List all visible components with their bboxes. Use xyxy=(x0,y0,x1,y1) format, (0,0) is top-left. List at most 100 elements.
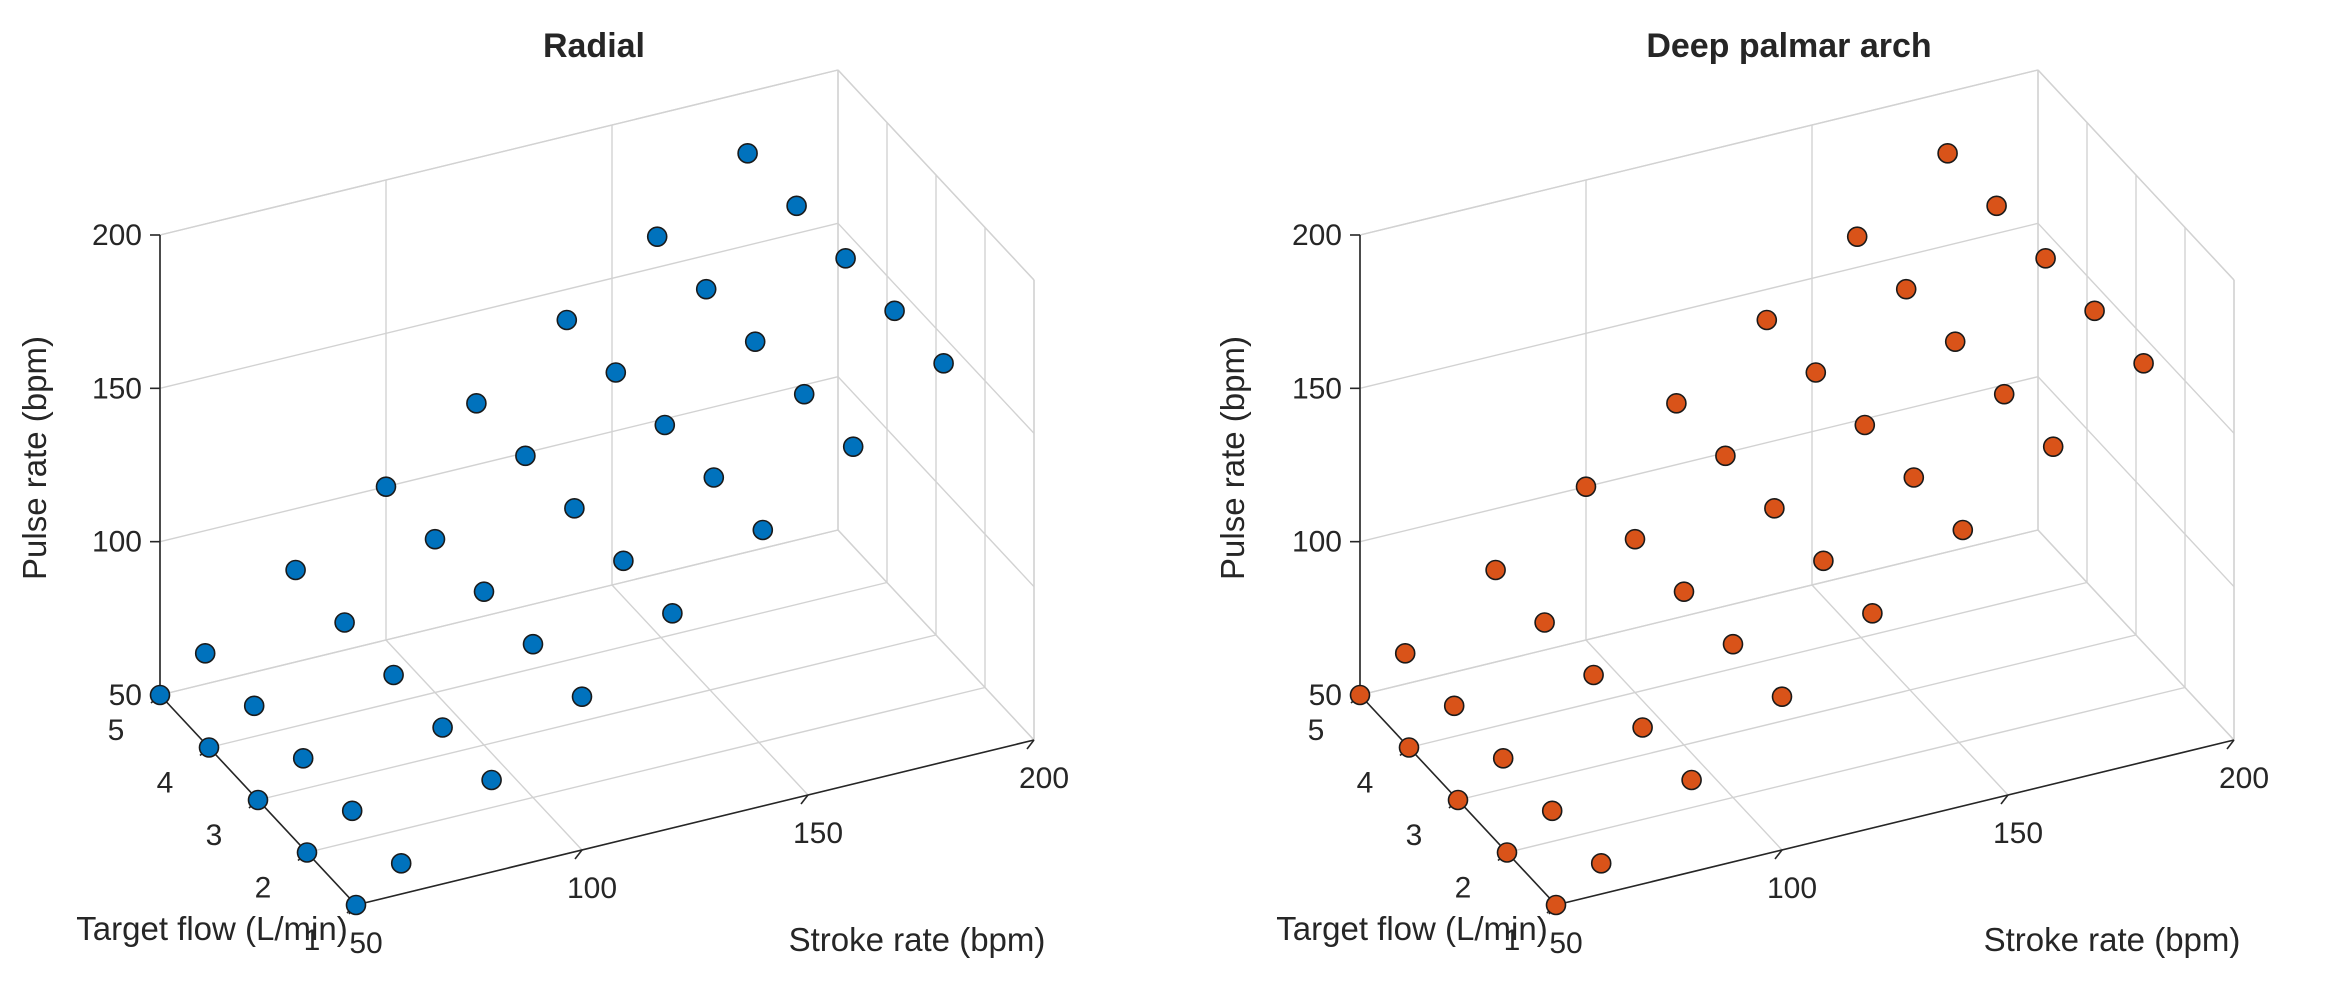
data-point xyxy=(1681,769,1702,791)
grid-line-sidewall-z xyxy=(837,376,1035,588)
grid-line-sidewall-z xyxy=(837,222,1035,434)
data-point xyxy=(2035,248,2056,269)
data-point xyxy=(1447,789,1469,811)
y-tick-label: 2 xyxy=(255,872,272,905)
chart-title: Deep palmar arch xyxy=(1646,27,1931,65)
z-tick-label: 100 xyxy=(1292,526,1342,559)
data-point xyxy=(1986,195,2007,217)
data-point xyxy=(1349,684,1371,706)
data-point xyxy=(149,684,171,706)
grid-line-sidewall-z xyxy=(2037,529,2235,741)
data-points xyxy=(149,143,954,916)
grid-line-floor-y xyxy=(257,634,937,801)
data-point xyxy=(1771,686,1793,707)
data-point xyxy=(383,664,404,686)
data-point xyxy=(605,362,627,383)
data-point xyxy=(744,331,766,352)
x-tick-mark xyxy=(2226,739,2235,750)
data-point xyxy=(1485,559,1506,581)
data-point xyxy=(198,737,220,758)
grid-line-floor-y xyxy=(1506,686,2186,854)
data-point xyxy=(695,278,717,300)
data-point xyxy=(835,248,856,269)
data-point xyxy=(1937,143,1958,164)
data-point xyxy=(1944,331,1966,352)
grid-lines xyxy=(1359,69,2235,906)
data-point xyxy=(2084,300,2105,322)
data-point xyxy=(1756,309,1778,331)
grid-line-floor-y xyxy=(208,581,888,749)
data-points xyxy=(1349,143,2154,916)
data-point xyxy=(1895,278,1917,300)
data-point xyxy=(375,476,397,497)
data-point xyxy=(1590,853,1612,874)
x-tick-mark xyxy=(1026,739,1035,750)
data-point xyxy=(1862,603,1883,624)
z-tick-label: 200 xyxy=(1292,219,1342,252)
data-point xyxy=(1583,664,1604,686)
x-tick-label: 100 xyxy=(1767,872,1817,905)
grid-lines xyxy=(159,69,1035,906)
data-point xyxy=(194,643,216,664)
data-point xyxy=(296,842,318,863)
grid-line-backwall-z xyxy=(1359,222,2039,390)
data-point xyxy=(1903,467,1925,488)
data-point xyxy=(285,559,306,581)
x-axis-label: Stroke rate (bpm) xyxy=(1984,921,2241,958)
grid-line-backwall-z xyxy=(1359,529,2039,696)
z-tick-label: 200 xyxy=(92,219,142,252)
data-point xyxy=(1805,362,1827,383)
frame-edge xyxy=(2037,69,2235,281)
data-point xyxy=(646,226,668,247)
frame-edge xyxy=(1359,69,2039,236)
x-tick-label: 150 xyxy=(793,817,843,850)
grid-line-backwall-z xyxy=(159,222,839,390)
data-point xyxy=(613,550,634,572)
data-point xyxy=(884,300,905,322)
frame-edge xyxy=(837,69,1035,281)
x-tick-label: 50 xyxy=(1549,927,1582,960)
data-point xyxy=(842,436,864,457)
y-tick-label: 4 xyxy=(1357,767,1374,800)
data-point xyxy=(737,143,758,164)
data-point xyxy=(2042,436,2064,457)
x-tick-label: 150 xyxy=(1993,817,2043,850)
z-tick-label: 150 xyxy=(92,372,142,405)
data-point xyxy=(793,383,815,405)
grid-line-backwall-z xyxy=(159,375,839,543)
y-axis-label: Target flow (L/min) xyxy=(1276,910,1547,947)
data-point xyxy=(243,695,265,717)
data-point xyxy=(2133,353,2154,374)
data-point xyxy=(703,467,725,488)
y-tick-label: 3 xyxy=(1406,819,1423,852)
data-point xyxy=(1854,414,1876,436)
data-point xyxy=(1545,894,1567,916)
x-tick-mark xyxy=(1774,849,1783,860)
grid-line-floor-y xyxy=(1457,634,2137,801)
data-point xyxy=(1722,633,1744,655)
data-point xyxy=(341,800,363,822)
frame-edge xyxy=(159,69,839,236)
z-axis-label: Pulse rate (bpm) xyxy=(16,336,53,580)
data-point xyxy=(1993,383,2015,405)
data-point xyxy=(522,633,544,655)
data-point xyxy=(1394,643,1416,664)
data-point xyxy=(1673,581,1695,602)
x-axis-line xyxy=(355,739,1035,906)
data-point xyxy=(1575,476,1597,497)
data-point xyxy=(390,853,412,874)
data-point xyxy=(334,612,355,633)
data-point xyxy=(424,528,446,550)
x-axis-label: Stroke rate (bpm) xyxy=(789,921,1046,958)
data-point xyxy=(933,353,954,374)
y-axis-label: Target flow (L/min) xyxy=(76,910,347,947)
data-point xyxy=(1534,612,1555,633)
grid-line-floor-y xyxy=(306,686,986,854)
y-tick-label: 4 xyxy=(157,767,174,800)
data-point xyxy=(345,894,367,916)
x-tick-label: 200 xyxy=(2219,762,2269,795)
data-point xyxy=(654,414,676,436)
